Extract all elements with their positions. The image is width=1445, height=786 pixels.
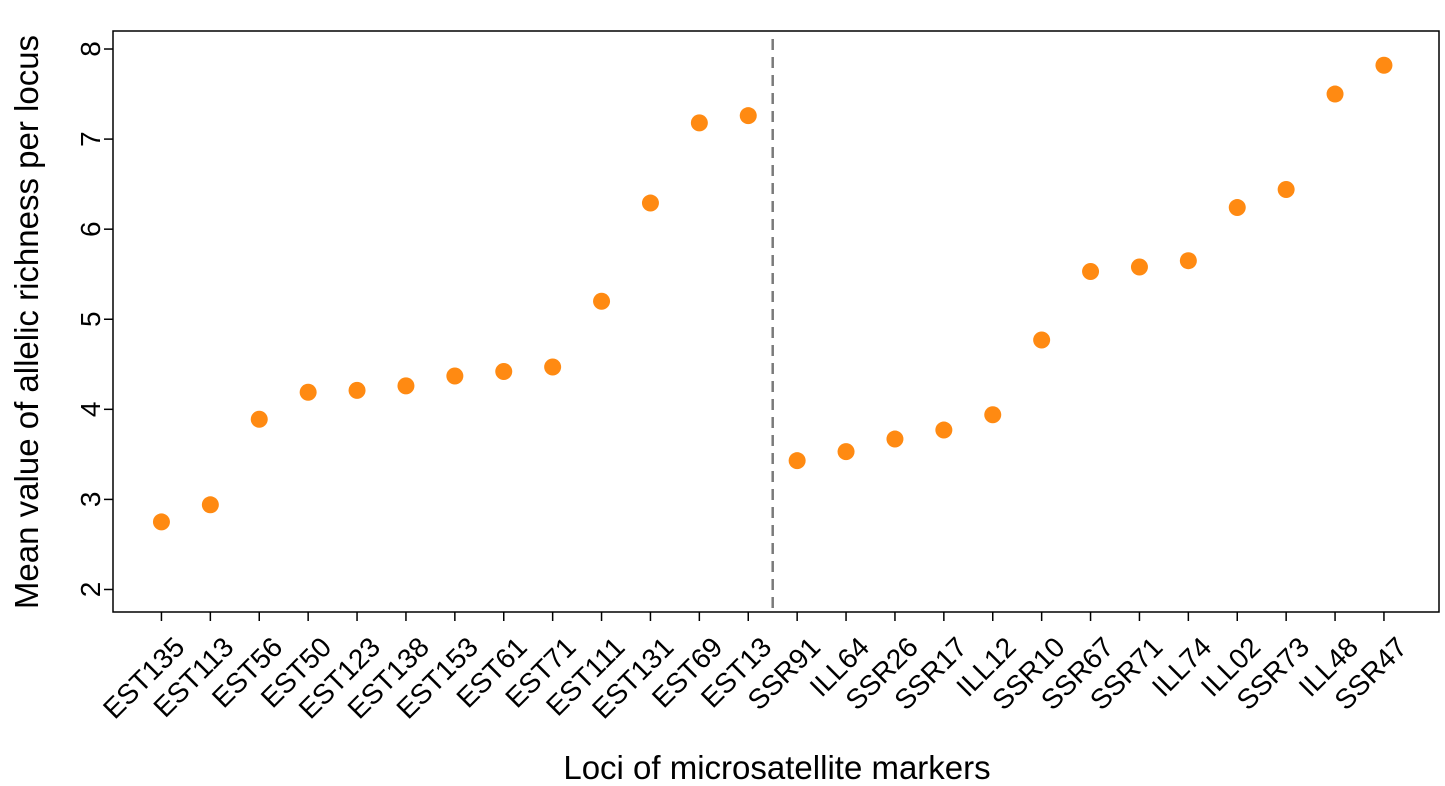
data-point: [495, 362, 513, 380]
data-point: [544, 358, 562, 376]
data-points: [152, 56, 1393, 531]
y-tick-label: 6: [75, 221, 106, 237]
data-point: [690, 114, 708, 132]
axes: [112, 30, 1440, 613]
data-point: [1033, 331, 1051, 349]
data-point: [1130, 258, 1148, 276]
data-point: [984, 406, 1002, 424]
data-point: [1326, 85, 1344, 103]
plot-frame: [112, 30, 1440, 613]
y-tick-label: 2: [75, 582, 106, 598]
data-point: [593, 292, 611, 310]
data-point: [201, 496, 219, 514]
x-axis-title: Loci of microsatellite markers: [563, 749, 990, 786]
data-point: [397, 377, 415, 395]
data-point: [641, 194, 659, 212]
data-point: [1179, 252, 1197, 270]
data-point: [152, 513, 170, 531]
data-point: [886, 430, 904, 448]
data-point: [1228, 199, 1246, 217]
data-point: [837, 443, 855, 461]
data-point: [299, 383, 317, 401]
y-tick-label: 4: [75, 402, 106, 418]
data-point: [348, 381, 366, 399]
data-point: [250, 410, 268, 428]
data-point: [1082, 263, 1100, 281]
data-point: [739, 107, 757, 125]
data-point: [1277, 181, 1295, 199]
y-ticks: 2 3 4 5 6 7 8: [75, 41, 113, 597]
y-tick-label: 5: [75, 311, 106, 327]
y-axis-title: Mean value of allelic richness per locus: [8, 35, 45, 609]
y-tick-label: 8: [75, 41, 106, 57]
y-tick-label: 3: [75, 492, 106, 508]
data-point: [935, 421, 953, 439]
data-point: [1375, 56, 1393, 74]
data-point: [788, 452, 806, 470]
data-point: [446, 367, 464, 385]
x-ticks: EST135EST113EST56EST50EST123EST138EST153…: [97, 612, 1413, 725]
y-tick-label: 7: [75, 131, 106, 147]
